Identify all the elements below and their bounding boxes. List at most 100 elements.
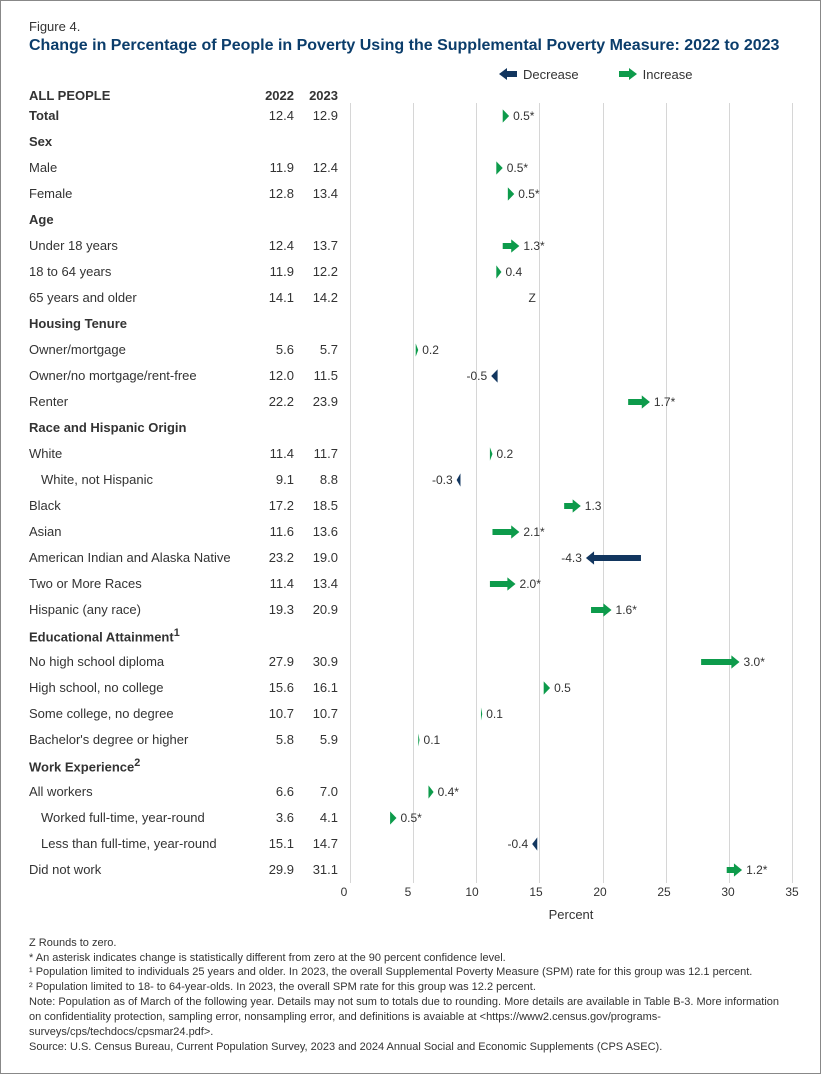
change-label: 3.0*	[744, 655, 765, 669]
x-tick-label: 30	[721, 885, 734, 899]
value-2023: 5.7	[294, 342, 344, 357]
chart-cell: 0.4*	[344, 779, 792, 805]
data-row: Renter22.223.91.7*	[29, 389, 792, 415]
row-label: Black	[29, 498, 244, 513]
row-label: White	[29, 446, 244, 461]
x-tick-label: 0	[341, 885, 348, 899]
chart-cell: 0.5*	[344, 155, 792, 181]
change-arrow	[344, 571, 792, 597]
value-2023: 30.9	[294, 654, 344, 669]
arrow-left-icon	[499, 68, 517, 80]
change-label: 0.5	[554, 681, 571, 695]
value-2022: 17.2	[244, 498, 294, 513]
row-label: Under 18 years	[29, 238, 244, 253]
x-tick-label: 5	[405, 885, 412, 899]
value-2023: 13.6	[294, 524, 344, 539]
value-2022: 11.9	[244, 264, 294, 279]
chart-cell: 0.5	[344, 675, 792, 701]
change-arrow	[344, 285, 792, 311]
chart-cell: 2.0*	[344, 571, 792, 597]
value-2023: 19.0	[294, 550, 344, 565]
value-2022: 9.1	[244, 472, 294, 487]
gridline	[792, 103, 793, 883]
section-header: Age	[29, 207, 792, 233]
row-label: Some college, no degree	[29, 706, 244, 721]
change-arrow	[344, 233, 792, 259]
row-label: Race and Hispanic Origin	[29, 420, 244, 435]
header-2022: 2022	[244, 88, 294, 103]
change-label: Z	[528, 291, 535, 305]
footnote-line: Z Rounds to zero.	[29, 936, 792, 951]
data-row: American Indian and Alaska Native23.219.…	[29, 545, 792, 571]
chart-cell: -0.4	[344, 831, 792, 857]
row-label: White, not Hispanic	[29, 472, 244, 487]
row-label: Work Experience2	[29, 757, 244, 774]
value-2022: 29.9	[244, 862, 294, 877]
value-2022: 11.4	[244, 576, 294, 591]
row-label: Female	[29, 186, 244, 201]
chart-cell: 0.5*	[344, 103, 792, 129]
header-allpeople: ALL PEOPLE	[29, 88, 244, 103]
value-2022: 12.8	[244, 186, 294, 201]
row-label: No high school diploma	[29, 654, 244, 669]
value-2022: 11.4	[244, 446, 294, 461]
value-2022: 12.0	[244, 368, 294, 383]
chart-cell: Z	[344, 285, 792, 311]
header-2023: 2023	[294, 88, 344, 103]
row-label: 65 years and older	[29, 290, 244, 305]
row-label: Educational Attainment1	[29, 627, 244, 644]
change-label: 0.4	[505, 265, 522, 279]
data-row: Some college, no degree10.710.70.1	[29, 701, 792, 727]
row-label: Did not work	[29, 862, 244, 877]
change-arrow	[344, 857, 792, 883]
legend: Decrease Increase	[29, 67, 792, 82]
data-row: Female12.813.40.5*	[29, 181, 792, 207]
value-2023: 23.9	[294, 394, 344, 409]
value-2023: 12.9	[294, 108, 344, 123]
footnote-line: ¹ Population limited to individuals 25 y…	[29, 965, 792, 980]
data-row: Less than full-time, year-round15.114.7-…	[29, 831, 792, 857]
row-label: Housing Tenure	[29, 316, 244, 331]
data-row: All workers6.67.00.4*	[29, 779, 792, 805]
x-tick-label: 20	[593, 885, 606, 899]
footnote-line: Source: U.S. Census Bureau, Current Popu…	[29, 1040, 792, 1055]
x-tick-label: 15	[529, 885, 542, 899]
data-row: 18 to 64 years11.912.20.4	[29, 259, 792, 285]
data-row: White11.411.7 0.2	[29, 441, 792, 467]
change-label: 1.3	[585, 499, 602, 513]
value-2022: 11.6	[244, 524, 294, 539]
x-tick-label: 35	[785, 885, 798, 899]
change-label: 0.5*	[513, 109, 534, 123]
change-label: 0.4*	[438, 785, 459, 799]
value-2022: 11.9	[244, 160, 294, 175]
value-2022: 14.1	[244, 290, 294, 305]
value-2022: 3.6	[244, 810, 294, 825]
data-row: Did not work29.931.11.2*	[29, 857, 792, 883]
footnote-line: * An asterisk indicates change is statis…	[29, 951, 792, 966]
row-label: 18 to 64 years	[29, 264, 244, 279]
value-2023: 11.5	[294, 368, 344, 383]
value-2023: 12.4	[294, 160, 344, 175]
section-header: Educational Attainment1	[29, 623, 792, 649]
change-label: -0.3	[432, 473, 453, 487]
row-label: Renter	[29, 394, 244, 409]
change-label: 0.2	[496, 447, 513, 461]
change-label: 0.5*	[400, 811, 421, 825]
change-label: -0.4	[507, 837, 528, 851]
value-2023: 5.9	[294, 732, 344, 747]
chart-cell	[344, 311, 792, 337]
value-2023: 13.4	[294, 576, 344, 591]
row-label: Owner/no mortgage/rent-free	[29, 368, 244, 383]
value-2023: 14.2	[294, 290, 344, 305]
change-arrow	[344, 363, 792, 389]
value-2023: 11.7	[294, 446, 344, 461]
footnote-line: Note: Population as of March of the foll…	[29, 995, 792, 1040]
value-2022: 12.4	[244, 238, 294, 253]
change-label: 2.0*	[520, 577, 541, 591]
chart-area: Total12.412.90.5*SexMale11.912.40.5*Fema…	[29, 103, 792, 883]
chart-cell: 0.1	[344, 701, 792, 727]
chart-cell: 1.2*	[344, 857, 792, 883]
chart-cell: 0.2	[344, 337, 792, 363]
arrow-right-icon	[619, 68, 637, 80]
change-arrow	[344, 259, 792, 285]
